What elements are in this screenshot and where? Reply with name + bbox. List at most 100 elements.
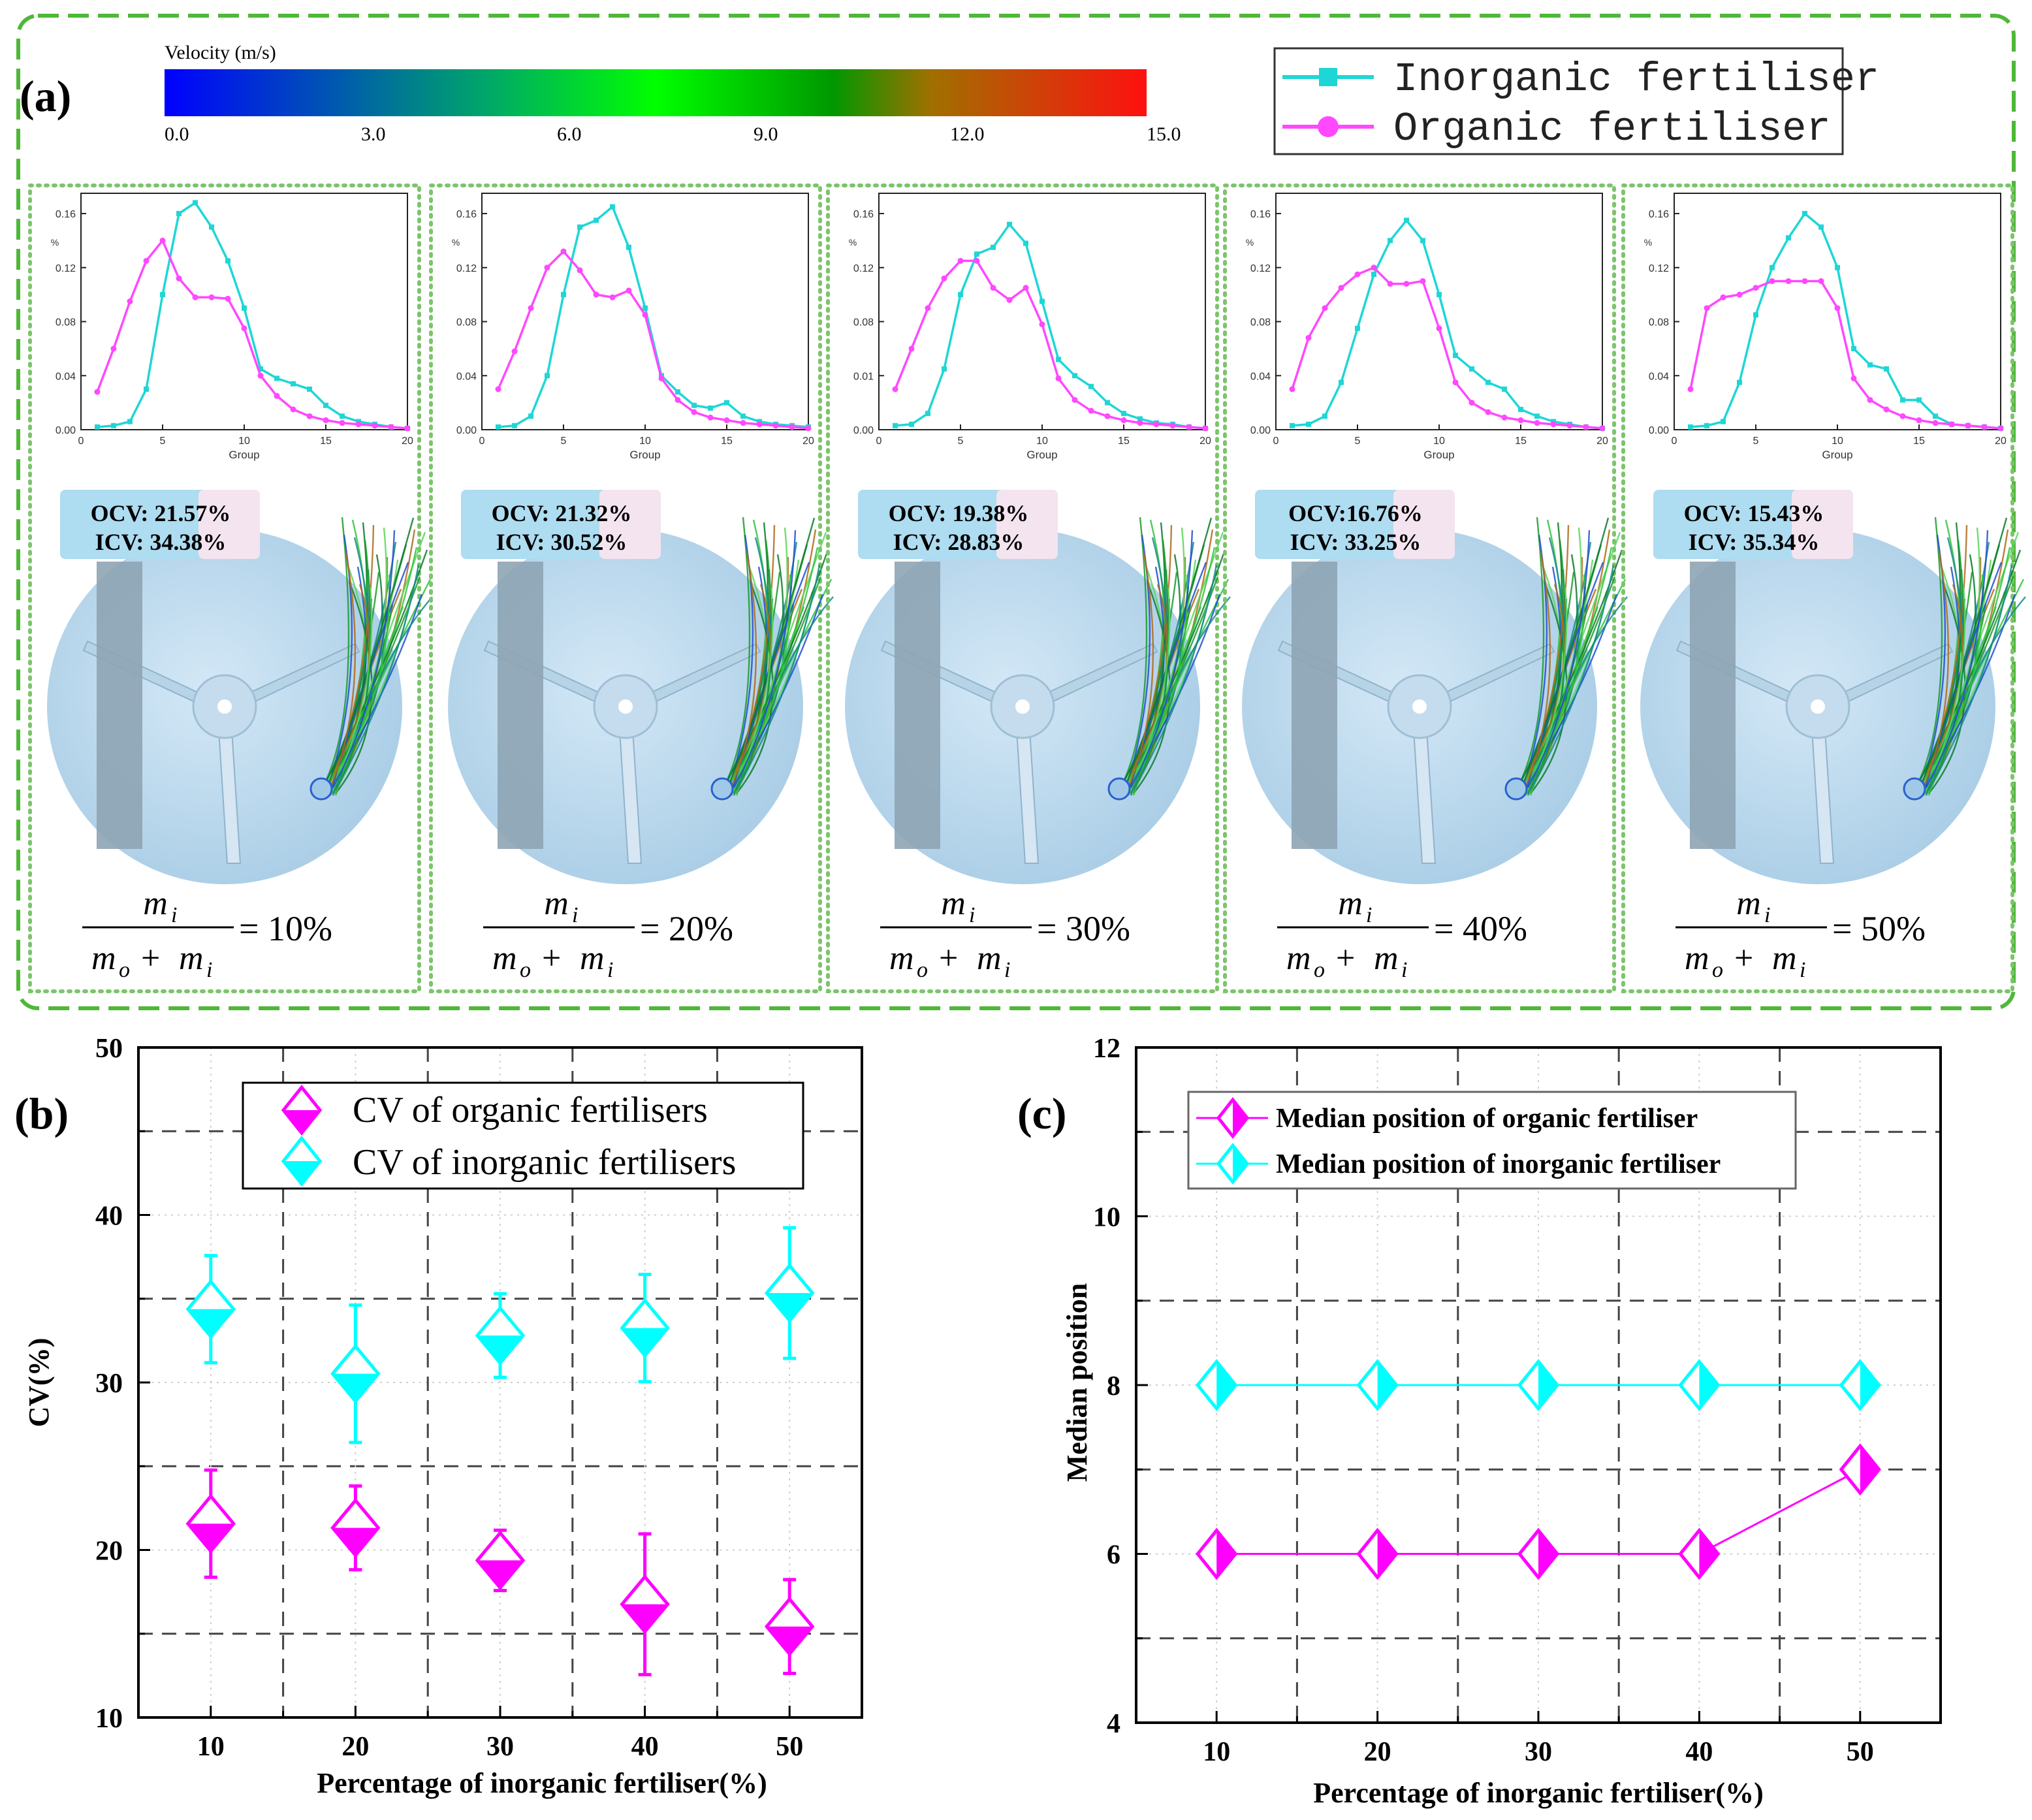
streamline [321,517,350,788]
xtick-label: 50 [776,1732,803,1762]
disc-hub-hole [217,699,232,714]
mini-point-inorganic [1322,413,1327,419]
point-organic-cv [620,1574,670,1635]
mini-point-organic [1305,334,1312,341]
ytick-label: 12 [1093,1034,1120,1064]
colorbar-tick: 3.0 [361,123,386,145]
ytick-label: 4 [1107,1709,1120,1739]
mini-point-organic [241,325,247,332]
mini-point-organic [1965,423,1971,429]
mini-point-organic [941,275,947,281]
mini-axes-frame [1275,193,1603,430]
disc-hub-hole [618,699,633,714]
mini-point-inorganic [1072,373,1077,379]
mini-point-organic [1769,278,1775,284]
subpanel-5: 0.00 0.04 0.08 0.12 0.16 0 5 10 15 20 Group% OCV: 1… [1621,184,2026,993]
mini-point-organic [560,248,567,255]
mini-point-organic [1687,386,1694,392]
legend-diamond-organic-median-fill [1233,1100,1247,1136]
panel-a-legend: Inorganic fertiliser Organic fertiliser [1273,47,1879,155]
panel-c-label: (c) [1017,1089,1066,1138]
mini-point-organic [1534,420,1540,426]
point-organic-cv-fill [477,1560,523,1588]
streamline [1529,539,1566,788]
point-inorganic-cv [620,1298,670,1358]
mini-point-inorganic [991,244,996,250]
mini-point-inorganic [1867,362,1873,368]
mini-point-inorganic [909,421,914,427]
xtick-label: 30 [486,1732,514,1762]
mini-ytick-label: 0.04 [1649,371,1669,382]
mini-point-organic [707,414,714,421]
ytick-label: 20 [95,1537,123,1567]
cv-label-box-tint [1792,490,1853,559]
mini-point-organic [1517,417,1524,424]
point-inorganic-median-fill [1538,1362,1557,1409]
point-inorganic-cv [475,1305,526,1366]
ocv-value: OCV: 21.57% [91,500,231,526]
mini-ytick-label: 0.00 [1649,425,1669,436]
mini-xtick-label: 10 [1832,436,1843,447]
mini-point-inorganic [307,386,312,392]
streamline [1517,574,1585,790]
streamline [334,564,420,790]
mini-point-inorganic [1137,416,1143,422]
point-inorganic-median-fill [1377,1362,1397,1409]
point-organic-median [1195,1527,1238,1580]
mini-point-inorganic [1105,400,1110,406]
panel-b-ticks: 10 20 30 40 50 10 20 30 40 50 [95,1034,803,1762]
mini-xtick-label: 10 [1433,436,1445,447]
mini-point-inorganic [95,424,100,430]
point-inorganic-median-fill [1699,1362,1719,1409]
mini-point-organic [1948,421,1955,428]
formula-denominator-subscript: o [1314,958,1325,982]
streamline [1914,517,1943,788]
point-inorganic-cv-fill [187,1309,234,1337]
mini-point-organic [372,423,378,429]
mini-xtick-label: 0 [1273,436,1279,447]
mini-point-organic [290,406,296,413]
mini-point-organic [1289,386,1295,392]
mini-point-inorganic [1355,325,1360,331]
mini-point-organic [1850,375,1857,381]
mini-point-inorganic [1371,272,1376,278]
mini-point-inorganic [323,402,328,408]
mini-xtick-label: 0 [876,436,882,447]
mini-point-organic [1720,294,1726,300]
mini-point-organic [691,409,697,415]
mini-point-organic [143,257,150,264]
mini-point-organic [805,425,812,432]
mini-point-organic [1023,285,1029,291]
point-inorganic-cv [185,1279,236,1339]
mini-point-inorganic [496,424,501,430]
mini-point-organic [404,425,411,432]
mini-xlabel: Group [1822,449,1852,461]
point-inorganic-median-fill [1216,1362,1236,1409]
mini-point-inorganic [1818,224,1824,230]
mini-point-organic [789,424,795,430]
mini-point-inorganic [242,305,247,311]
mini-point-organic [528,305,534,311]
icv-value: ICV: 28.83% [893,529,1024,555]
mini-point-organic [892,386,898,392]
xtick-label: 40 [1685,1737,1713,1767]
mini-point-inorganic [1056,357,1061,362]
mini-xtick-label: 5 [958,436,964,447]
xtick-label: 10 [197,1732,225,1762]
mini-point-inorganic [708,405,713,411]
mini-point-organic [1834,305,1841,311]
legend-marker-organic-cv [281,1084,323,1136]
mini-point-inorganic [1007,221,1012,227]
mini-xtick-label: 5 [1753,436,1759,447]
xtick-label: 30 [1525,1737,1552,1767]
mini-ytick-label: 0.16 [456,209,477,220]
mini-point-organic [1867,396,1873,403]
mini-point-organic [1485,409,1491,415]
particle-inlet [1504,777,1528,801]
mini-point-organic [675,396,681,403]
mini-point-inorganic [1534,413,1540,419]
mini-point-organic [1981,424,1988,430]
disc-baffle [498,562,543,849]
mini-point-organic [740,420,746,426]
point-organic-cv [185,1493,236,1554]
